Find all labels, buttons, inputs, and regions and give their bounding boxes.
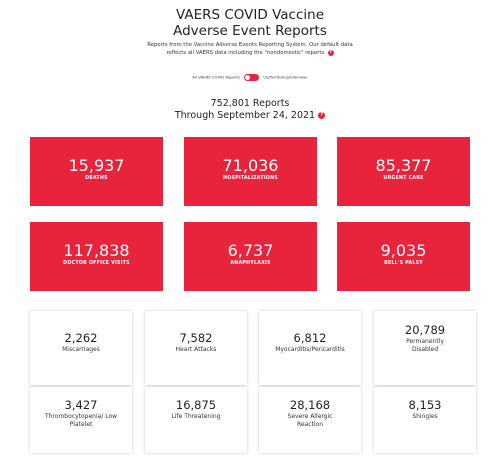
page-title-line2: Adverse Event Reports — [173, 23, 327, 39]
stat-label: Life Threatening — [171, 413, 221, 420]
data-scope-toggle-row: All VAERS COVID Reports US/Territories/U… — [0, 72, 500, 82]
stat-label: Heart Attacks — [175, 346, 217, 353]
stat-card-permanently-disabled: 20,789 Permanently Disabled — [374, 311, 476, 385]
stat-value: 15,937 — [68, 156, 125, 175]
data-scope-toggle[interactable] — [244, 73, 260, 81]
intro-line2-text: reflects all VAERS data including the "n… — [166, 50, 326, 56]
intro-text: Reports from the Vaccine Adverse Events … — [120, 41, 380, 57]
page-title-line1: VAERS COVID Vaccine — [175, 7, 324, 23]
stat-value: 7,582 — [179, 331, 213, 345]
intro-line2: reflects all VAERS data including the "n… — [120, 49, 380, 57]
reports-date: Through September 24, 2021 — [174, 110, 316, 121]
stat-card-doctor-office-visits: 117,838 DOCTOR OFFICE VISITS — [30, 222, 163, 291]
toggle-left-label: All VAERS COVID Reports — [192, 74, 240, 80]
stat-value: 71,036 — [222, 156, 279, 175]
stat-card-myocarditis: 6,812 Myocarditis/Pericarditis — [259, 311, 361, 385]
stat-label: Permanently Disabled — [406, 338, 444, 353]
stat-label: ANAPHYLAXIS — [230, 261, 271, 266]
stat-value: 85,377 — [375, 156, 432, 175]
stat-label: Shingles — [412, 413, 438, 420]
stat-card-miscarriages: 2,262 Miscarriages — [30, 311, 132, 385]
toggle-right-label: US/Territories/Unknown — [263, 74, 308, 80]
stat-card-deaths: 15,937 DEATHS — [30, 137, 163, 206]
stat-card-heart-attacks: 7,582 Heart Attacks — [145, 311, 247, 385]
stat-label: Myocarditis/Pericarditis — [275, 346, 345, 353]
stat-label: Severe Allergic Reaction — [287, 413, 333, 428]
toggle-knob — [245, 74, 251, 80]
stat-label: DEATHS — [85, 176, 108, 181]
stat-value: 117,838 — [63, 241, 130, 260]
stat-value: 8,153 — [408, 398, 442, 412]
stat-value: 28,168 — [289, 398, 331, 412]
stat-card-anaphylaxis: 6,737 ANAPHYLAXIS — [184, 222, 317, 291]
stat-label: DOCTOR OFFICE VISITS — [63, 261, 130, 266]
stat-card-severe-allergic-reaction: 28,168 Severe Allergic Reaction — [259, 387, 361, 453]
stat-value: 16,875 — [175, 398, 217, 412]
stat-label: BELL'S PALSY — [384, 261, 423, 266]
info-icon[interactable]: ? — [327, 49, 334, 56]
stat-label: Thrombocytopenia/ Low Platelet — [44, 413, 118, 428]
stat-card-bells-palsy: 9,035 BELL'S PALSY — [337, 222, 470, 291]
stat-label: HOSPITALIZATIONS — [223, 176, 278, 181]
stat-label: Miscarriages — [62, 346, 100, 353]
stat-label: URGENT CARE — [383, 176, 424, 181]
reports-date-line: Through September 24, 2021 ? — [0, 110, 500, 122]
stat-card-shingles: 8,153 Shingles — [374, 387, 476, 453]
date-info-icon[interactable]: ? — [318, 112, 326, 119]
stat-card-life-threatening: 16,875 Life Threatening — [145, 387, 247, 453]
stat-value: 3,427 — [64, 398, 98, 412]
stat-card-urgent-care: 85,377 URGENT CARE — [337, 137, 470, 206]
stat-card-thrombocytopenia: 3,427 Thrombocytopenia/ Low Platelet — [30, 387, 132, 453]
page-title: VAERS COVID Vaccine Adverse Event Report… — [0, 7, 500, 39]
stat-value: 6,812 — [293, 331, 327, 345]
stat-value: 6,737 — [227, 241, 274, 260]
stat-value: 9,035 — [380, 241, 427, 260]
reports-summary: 752,801 Reports Through September 24, 20… — [0, 98, 500, 122]
stat-card-hospitalizations: 71,036 HOSPITALIZATIONS — [184, 137, 317, 206]
reports-total: 752,801 Reports — [210, 98, 290, 109]
intro-line1: Reports from the Vaccine Adverse Events … — [147, 42, 353, 48]
stat-value: 20,789 — [404, 323, 446, 337]
stat-value: 2,262 — [64, 331, 98, 345]
